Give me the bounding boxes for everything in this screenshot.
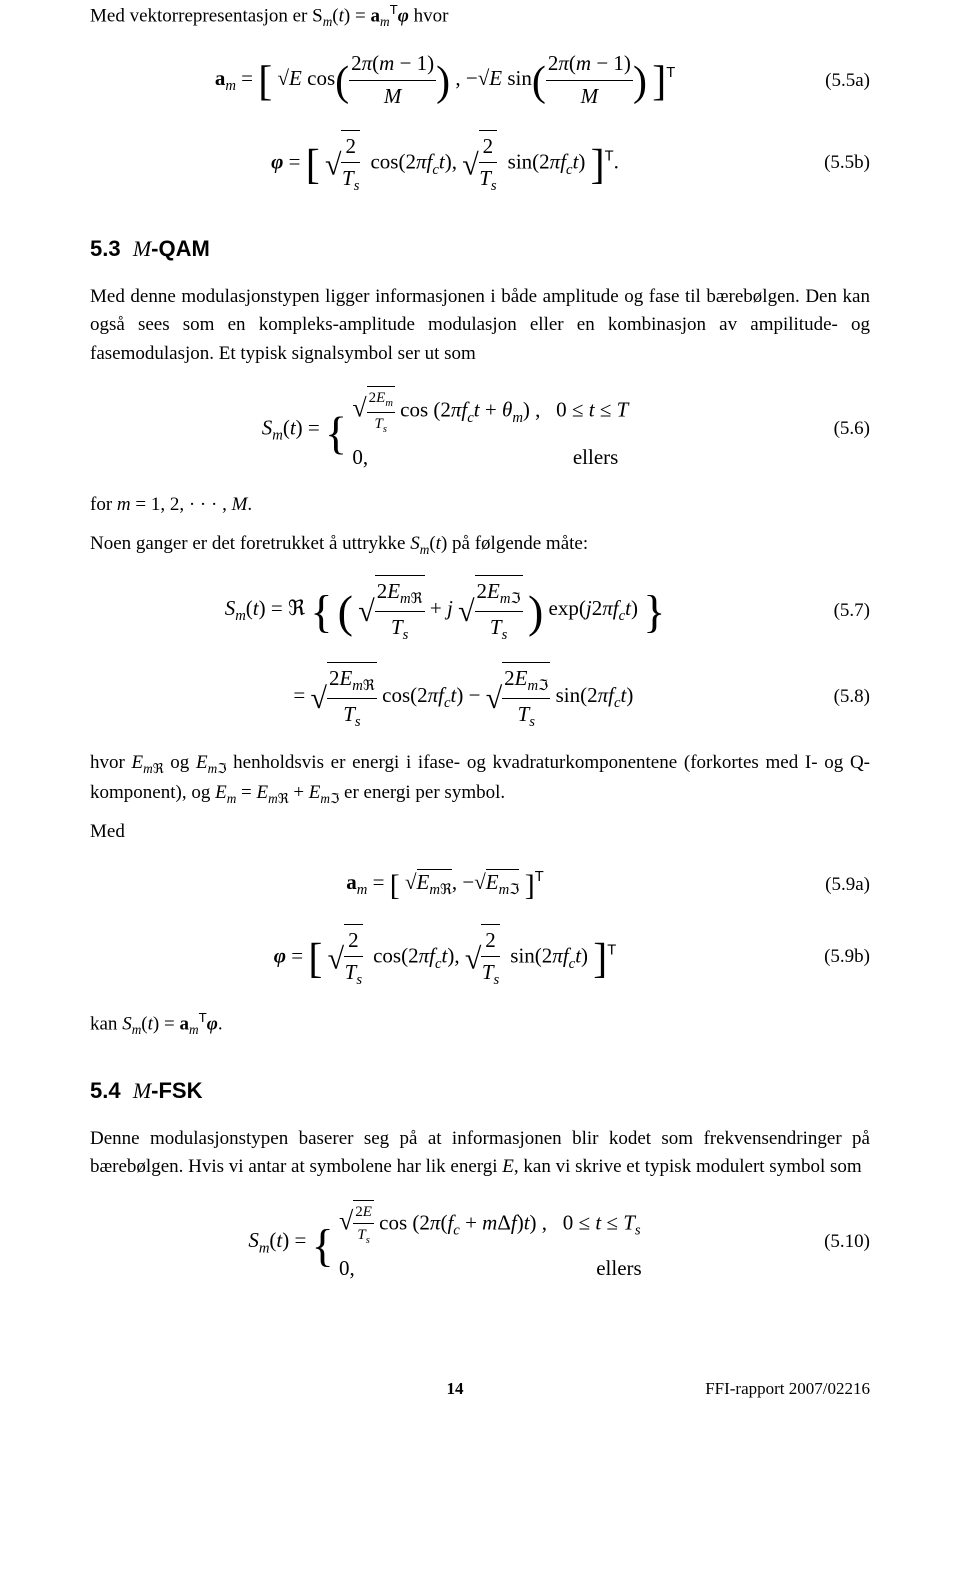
- ellers: ellers: [596, 1256, 641, 1280]
- section-5-3-heading: 5.3 M-QAM: [90, 232, 870, 265]
- eq-body: = √2EmℜTs cos(2πfct) − √2EmℑTs sin(2πfct…: [90, 662, 800, 732]
- eq-body: φ = [ √2Ts cos(2πfct), √2Ts sin(2πfct) ]…: [90, 130, 800, 198]
- eq-num: (5.6): [800, 415, 870, 444]
- equation-5-10: Sm(t) = { √2ETs cos (2π(fc + mΔf)t) , 0 …: [90, 1198, 870, 1287]
- sec-num: 5.3: [90, 236, 121, 261]
- para-5-3-b-post: på følgende måte:: [447, 533, 588, 554]
- para-5-4: Denne modulasjonstypen baserer seg på at…: [90, 1125, 870, 1182]
- eq-body: φ = [ √2Ts cos(2πfct), √2Ts sin(2πfct) ]…: [90, 924, 800, 992]
- sec-mvar: M: [133, 236, 151, 261]
- kan-line-post: .: [218, 1013, 223, 1034]
- para-5-3-b-pre: Noen ganger er det foretrukket å uttrykk…: [90, 533, 410, 554]
- equation-5-9b: φ = [ √2Ts cos(2πfct), √2Ts sin(2πfct) ]…: [90, 924, 870, 992]
- intro-line-text: Med vektorrepresentasjon er S: [90, 5, 323, 26]
- sec-title: -QAM: [151, 236, 210, 261]
- eq-num: (5.9b): [800, 943, 870, 972]
- equation-5-9a: am = [ √Emℜ, −√Emℑ ]T (5.9a): [90, 863, 870, 908]
- eq-body: am = [ √E cos(2π(m − 1)M) , −√E sin(2π(m…: [90, 48, 800, 114]
- eq-num: (5.5a): [800, 67, 870, 96]
- sec-title: -FSK: [151, 1078, 202, 1103]
- para-5-3-a: Med denne modulasjonstypen ligger inform…: [90, 283, 870, 369]
- section-5-4-heading: 5.4 M-FSK: [90, 1074, 870, 1107]
- equation-5-8: = √2EmℜTs cos(2πfct) − √2EmℑTs sin(2πfct…: [90, 662, 870, 732]
- eq-body: Sm(t) = ℜ { ( √2EmℜTs + j √2EmℑTs ) exp(…: [90, 575, 800, 646]
- equation-5-6: Sm(t) = { √2EmTs cos (2πfct + θm) , 0 ≤ …: [90, 384, 870, 475]
- equation-5-7: Sm(t) = ℜ { ( √2EmℜTs + j √2EmℑTs ) exp(…: [90, 575, 870, 646]
- sec-mvar: M: [133, 1078, 151, 1103]
- kan-line-pre: kan: [90, 1013, 122, 1034]
- eq-body: am = [ √Emℜ, −√Emℑ ]T: [90, 863, 800, 908]
- intro-line-tail: hvor: [409, 5, 449, 26]
- eq-body: Sm(t) = { √2ETs cos (2π(fc + mΔf)t) , 0 …: [90, 1198, 800, 1287]
- eq-body: Sm(t) = { √2EmTs cos (2πfct + θm) , 0 ≤ …: [90, 384, 800, 475]
- med-line: Med: [90, 818, 870, 847]
- para-5-3-b: Noen ganger er det foretrukket å uttrykk…: [90, 530, 870, 560]
- report-id: FFI-rapport 2007/02216: [670, 1376, 870, 1402]
- eq-num: (5.5b): [800, 149, 870, 178]
- para-5-3-c: hvor Emℜ og Emℑ henholdsvis er energi i …: [90, 749, 870, 808]
- equation-5-5b: φ = [ √2Ts cos(2πfct), √2Ts sin(2πfct) ]…: [90, 130, 870, 198]
- eq-num: (5.10): [800, 1228, 870, 1257]
- intro-line: Med vektorrepresentasjon er Sm(t) = amTφ…: [90, 0, 870, 32]
- ellers: ellers: [573, 445, 618, 469]
- kan-line: kan Sm(t) = amTφ.: [90, 1008, 870, 1040]
- page-number: 14: [240, 1376, 670, 1402]
- eq-num: (5.8): [800, 683, 870, 712]
- equation-5-5a: am = [ √E cos(2π(m − 1)M) , −√E sin(2π(m…: [90, 48, 870, 114]
- sec-num: 5.4: [90, 1078, 121, 1103]
- eq-num: (5.9a): [800, 871, 870, 900]
- page-content: Med vektorrepresentasjon er Sm(t) = amTφ…: [0, 0, 960, 1442]
- for-m-line: for m = 1, 2, · · · , M.: [90, 491, 870, 520]
- eq-num: (5.7): [800, 597, 870, 626]
- page-footer: 14 FFI-rapport 2007/02216: [90, 1376, 870, 1402]
